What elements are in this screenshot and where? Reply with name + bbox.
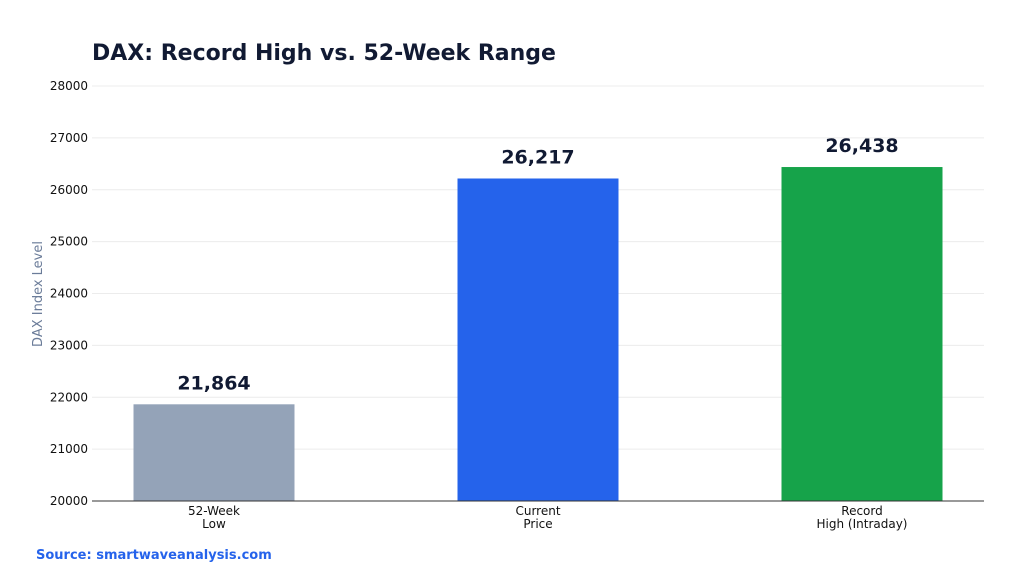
y-tick-label: 27000 [50,131,88,145]
chart-title: DAX: Record High vs. 52-Week Range [92,41,556,66]
x-tick-label: Low [202,517,226,531]
bar [457,178,619,502]
source-note: Source: smartwaveanalysis.com [36,548,272,563]
bar [133,404,295,501]
x-tick-label: Current [515,504,560,518]
y-tick-label: 21000 [50,442,88,456]
x-tick-label: Price [523,517,552,531]
x-tick-label: High (Intraday) [817,517,908,531]
y-tick-label: 22000 [50,390,88,404]
bar-value-label: 26,217 [501,146,574,168]
y-tick-label: 25000 [50,235,88,249]
y-tick-label: 20000 [50,494,88,508]
y-tick-label: 23000 [50,338,88,352]
x-tick-label: 52-Week [188,504,240,518]
y-tick-label: 26000 [50,183,88,197]
labels: 20000 21000 22000 23000 24000 25000 26000 27000… [50,79,908,531]
y-axis-label: DAX Index Level [31,241,46,347]
bar-value-label: 26,438 [825,135,898,157]
y-tick-label: 28000 [50,79,88,93]
bar [781,167,943,501]
x-tick-label: Record [841,504,882,518]
bars [133,167,943,502]
bar-value-label: 21,864 [177,372,250,394]
y-tick-label: 24000 [50,287,88,301]
